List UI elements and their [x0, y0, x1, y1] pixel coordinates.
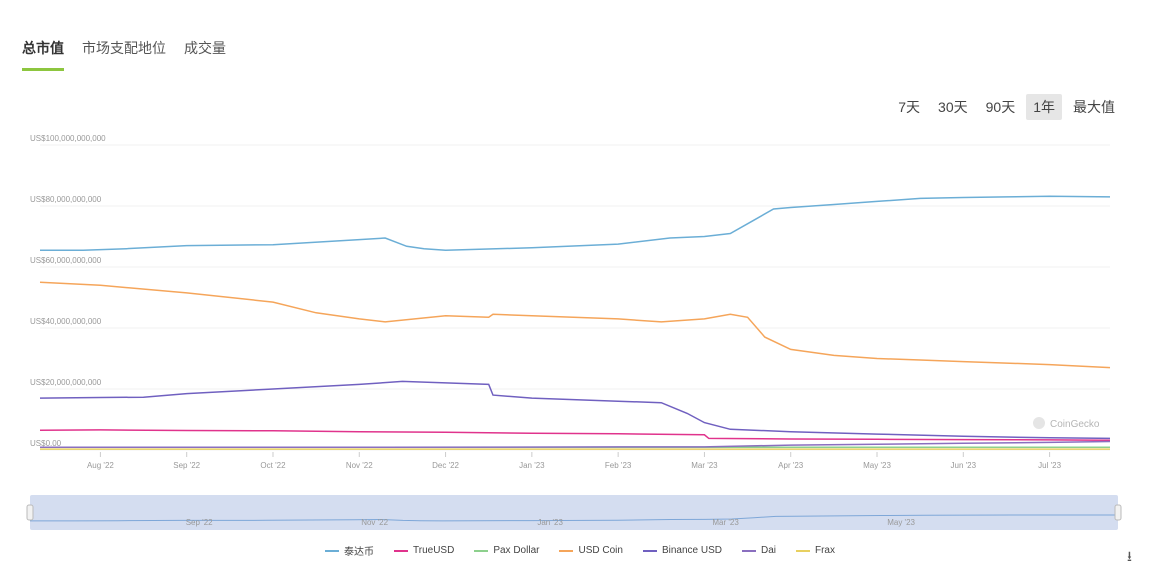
x-tick-label: Oct '22: [260, 461, 286, 470]
legend-label: Pax Dollar: [493, 545, 540, 556]
grid-lines: [40, 144, 1110, 451]
navigator-label: Sep '22: [186, 518, 213, 527]
tab-market-dominance[interactable]: 市场支配地位: [82, 40, 166, 56]
legend-item[interactable]: Pax Dollar: [474, 543, 539, 558]
x-tick-label: Apr '23: [778, 461, 804, 470]
range-1y-button[interactable]: 1年: [1026, 94, 1062, 120]
range-7d-button[interactable]: 7天: [898, 99, 921, 115]
y-tick-label: US$0.00: [30, 439, 62, 448]
legend-item[interactable]: 泰达币: [325, 543, 374, 558]
x-tick-label: Feb '23: [605, 461, 632, 470]
legend-swatch: [394, 549, 409, 552]
legend-swatch: [741, 549, 756, 552]
y-tick-label: US$40,000,000,000: [30, 317, 102, 326]
x-tick-label: Jun '23: [951, 461, 977, 470]
series-lines: [39, 195, 1111, 450]
stablecoin-market-cap-chart: US$0.00 US$20,000,000,000 US$40,000,000,00…: [26, 134, 1122, 530]
navigator-label: May '23: [887, 518, 915, 527]
x-tick-label: Mar '23: [691, 461, 718, 470]
navigator-handle-right[interactable]: [1114, 504, 1122, 521]
navigator-label: Mar '23: [712, 518, 739, 527]
series-line-0: [40, 195, 1111, 251]
series-line-1: [39, 429, 1111, 441]
y-tick-label: US$100,000,000,000: [30, 134, 106, 143]
coingecko-logo-icon: [1033, 417, 1045, 429]
y-tick-label: US$60,000,000,000: [30, 256, 102, 265]
download-icon[interactable]: ⭳: [1127, 548, 1132, 564]
legend-swatch: [795, 549, 810, 552]
range-90d-button[interactable]: 90天: [985, 99, 1016, 115]
legend-label: Binance USD: [661, 545, 722, 556]
y-tick-label: US$20,000,000,000: [30, 378, 102, 387]
legend-label: Frax: [814, 545, 835, 556]
legend-swatch: [642, 549, 657, 552]
legend-label: TrueUSD: [413, 545, 455, 556]
legend-item[interactable]: Dai: [741, 543, 776, 558]
x-tick-label: May '23: [863, 461, 891, 470]
series-line-4: [39, 380, 1111, 440]
x-tick-label: Dec '22: [432, 461, 459, 470]
watermark-text: CoinGecko: [1050, 419, 1100, 430]
tab-volume[interactable]: 成交量: [184, 40, 226, 56]
navigator-selection[interactable]: [30, 495, 1118, 530]
x-tick-label: Sep '22: [173, 461, 200, 470]
y-axis-labels: US$0.00 US$20,000,000,000 US$40,000,000,00…: [30, 134, 106, 448]
legend-item[interactable]: Binance USD: [642, 543, 722, 558]
range-max-button[interactable]: 最大值: [1073, 99, 1115, 115]
legend: 泰达币 TrueUSD Pax Dollar USD Coin Binance USD D…: [0, 543, 1160, 558]
legend-swatch: [325, 549, 340, 552]
x-axis-labels: Aug '22 Sep '22 Oct '22 Nov '22 Dec '22 Jan '…: [87, 452, 1062, 470]
navigator-line: [30, 514, 1118, 522]
x-tick-label: Jul '23: [1038, 461, 1061, 470]
navigator[interactable]: Sep '22 Nov '22 Jan '23 Mar '23 May '23: [26, 495, 1122, 530]
tab-market-cap[interactable]: 总市值: [22, 38, 64, 71]
x-tick-label: Jan '23: [519, 461, 545, 470]
range-30d-button[interactable]: 30天: [938, 99, 968, 115]
x-tick-label: Aug '22: [87, 461, 114, 470]
legend-label: 泰达币: [344, 547, 375, 558]
x-tick-label: Nov '22: [346, 461, 373, 470]
legend-label: USD Coin: [578, 545, 623, 556]
legend-label: Dai: [760, 545, 776, 556]
legend-swatch: [474, 549, 489, 552]
legend-item[interactable]: USD Coin: [559, 543, 623, 558]
series-line-3: [39, 281, 1111, 369]
watermark: CoinGecko: [1033, 417, 1100, 430]
metric-tabs: 总市值 市场支配地位 成交量: [22, 38, 226, 71]
legend-swatch: [559, 549, 574, 552]
legend-item[interactable]: TrueUSD: [394, 543, 454, 558]
time-range-selector: 7天 30天 90天 1年 最大值: [891, 94, 1122, 120]
y-tick-label: US$80,000,000,000: [30, 195, 102, 204]
series-line-5: [40, 440, 1111, 449]
navigator-handle-left[interactable]: [26, 504, 34, 521]
legend-item[interactable]: Frax: [795, 543, 835, 558]
navigator-label: Nov '22: [361, 518, 388, 527]
navigator-label: Jan '23: [537, 518, 563, 527]
